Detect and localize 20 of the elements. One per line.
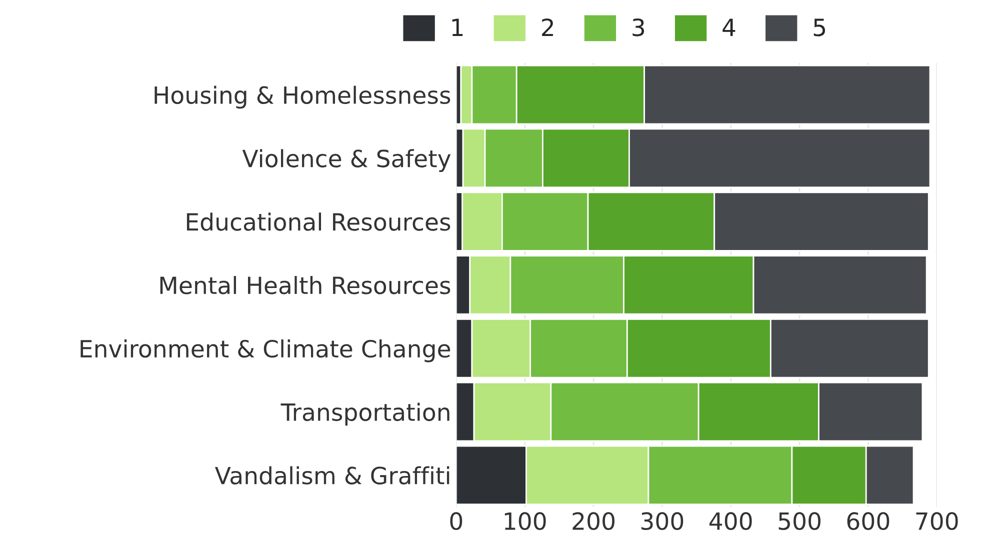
y-tick-label: Transportation	[280, 402, 450, 426]
x-tick-label: 100	[504, 512, 546, 530]
legend-label: 4	[722, 18, 736, 36]
x-tick-label: 0	[450, 512, 462, 530]
legend-label: 5	[814, 18, 826, 36]
y-tick-label: Housing & Homelessness	[154, 86, 450, 109]
x-tick-label: 600	[847, 512, 890, 530]
x-tick-label: 500	[778, 512, 820, 530]
legend-label: 3	[632, 18, 644, 36]
y-tick-label: Mental Health Resources	[160, 276, 450, 294]
y-tick-label: Vandalism & Graffiti	[214, 466, 450, 484]
legend-label: 1	[452, 18, 463, 36]
legend-label: 2	[542, 18, 553, 36]
y-tick-label: Violence & Safety	[242, 149, 451, 172]
x-tick-label: 300	[641, 512, 684, 530]
x-tick-label: 400	[709, 512, 752, 530]
y-tick-label: Educational Resources	[186, 212, 450, 231]
y-tick-label: Environment & Climate Change	[80, 339, 450, 362]
x-tick-label: 700	[916, 512, 958, 530]
x-tick-label: 200	[572, 512, 614, 530]
